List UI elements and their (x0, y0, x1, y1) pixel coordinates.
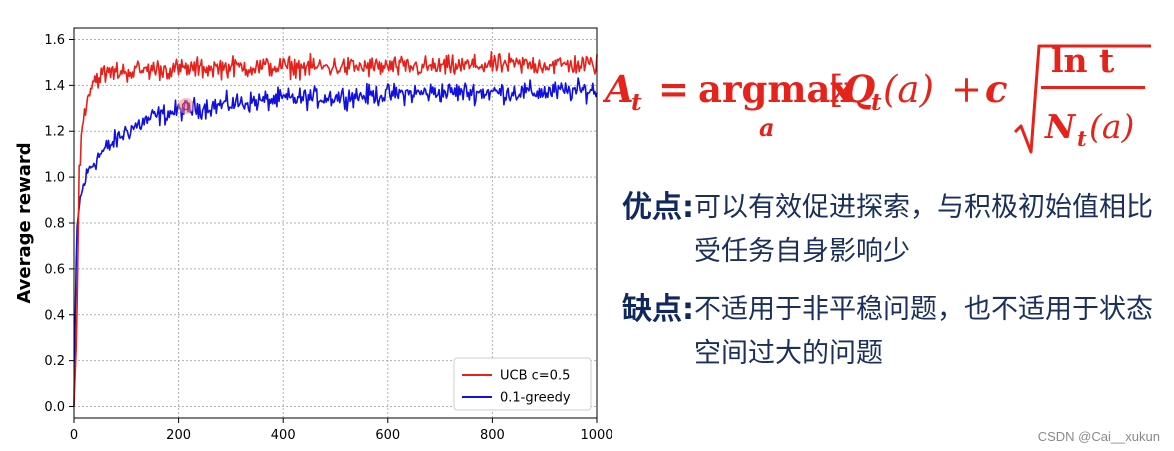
pros-text: 可以有效促进探索，与积极初始值相比受任务自身影响少 (694, 192, 1153, 267)
formula-plus: + (951, 68, 982, 111)
formula-argmax-sub: a (759, 113, 775, 142)
notes-panel: 优点: 可以有效促进探索，与积极初始值相比受任务自身影响少 缺点: 不适用于非平… (622, 186, 1167, 390)
legend-label: UCB c=0.5 (500, 369, 570, 384)
x-tick-label: 800 (480, 428, 505, 443)
formula-coef: c (985, 67, 1008, 111)
formula-sqrt-sign (1013, 44, 1151, 154)
y-axis-label: Average reward (14, 142, 35, 303)
formula-den-sub: t (1077, 126, 1087, 151)
pros-title: 优点: (622, 190, 694, 225)
ucb-formula: A t = argmax a [ Q t (a) + c ln t N t (a… (602, 40, 1163, 160)
y-tick-label: 0.2 (44, 354, 65, 369)
y-tick-label: 0.6 (44, 262, 65, 277)
watermark: CSDN @Cai__xukun (1037, 429, 1160, 444)
formula-svg: A t = argmax a [ Q t (a) + c ln t N t (a… (602, 41, 1151, 154)
formula-lhs-sub: t (631, 89, 642, 116)
formula-equals: = (658, 67, 689, 111)
chart-svg: 0 200 400 600 800 1000 0.0 0.2 0.4 0.6 0.8 1.0 1.2 1… (14, 27, 614, 443)
formula-q-var: Q (843, 67, 875, 111)
legend-label: 0.1-greedy (500, 391, 571, 406)
grid (73, 28, 598, 418)
formula-q-arg: (a) (883, 68, 934, 111)
cursor-highlight-icon (178, 98, 194, 114)
x-tick-label: 1000 (580, 428, 612, 443)
y-axis-ticks: 0.0 0.2 0.4 0.6 0.8 1.0 1.2 1.4 1.6 (44, 33, 74, 415)
y-tick-label: 1.4 (44, 79, 65, 94)
reward-chart: 0 200 400 600 800 1000 0.0 0.2 0.4 0.6 0.8 1.0 1.2 1… (14, 27, 614, 443)
y-tick-label: 0.4 (44, 308, 65, 323)
formula-argmax: argmax (698, 67, 853, 111)
x-tick-label: 200 (166, 428, 191, 443)
formula-den-arg: (a) (1089, 107, 1134, 146)
series-line-1 (73, 77, 598, 407)
x-tick-label: 600 (375, 428, 400, 443)
x-tick-label: 0 (70, 428, 78, 443)
pros-row: 优点: 可以有效促进探索，与积极初始值相比受任务自身影响少 (622, 186, 1167, 274)
series-line-0 (73, 50, 598, 405)
formula-den-var: N (1044, 107, 1077, 146)
formula-q-sub: t (871, 89, 882, 116)
legend: UCB c=0.5 0.1-greedy (453, 357, 592, 411)
cons-title: 缺点: (622, 292, 694, 327)
y-tick-label: 0.0 (44, 400, 65, 415)
cons-text: 不适用于非平稳问题，也不适用于状态空间过大的问题 (694, 294, 1153, 369)
y-tick-label: 1.6 (44, 33, 65, 48)
y-tick-label: 0.8 (44, 217, 65, 232)
formula-fraction-bar (1041, 86, 1145, 89)
y-tick-label: 1.2 (44, 125, 65, 140)
series-layer (73, 50, 598, 407)
formula-left-bracket: [ (829, 68, 843, 111)
y-tick-label: 1.0 (44, 171, 65, 186)
x-tick-label: 400 (271, 428, 296, 443)
x-axis-ticks: 0 200 400 600 800 1000 (70, 418, 614, 443)
formula-lhs-var: A (603, 67, 634, 111)
cons-row: 缺点: 不适用于非平稳问题，也不适用于状态空间过大的问题 (622, 288, 1167, 376)
